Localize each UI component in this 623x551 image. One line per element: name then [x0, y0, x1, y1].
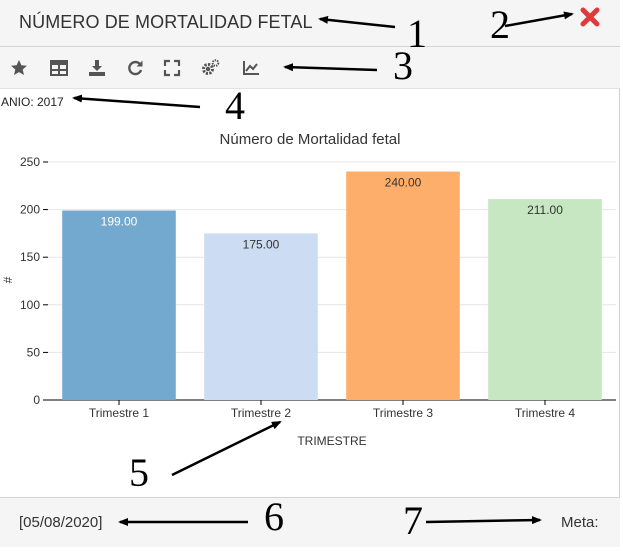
bar: [204, 233, 318, 400]
y-tick-label: 200: [20, 203, 40, 217]
x-tick-label: Trimestre 1: [89, 406, 150, 420]
settings-icon[interactable]: [200, 58, 220, 78]
bar-value-label: 211.00: [527, 203, 563, 217]
y-axis: 0 50 100 150 200 250: [20, 155, 48, 407]
y-tick-label: 250: [20, 155, 40, 169]
widget-footer: [05/08/2020] Meta:: [0, 497, 620, 547]
bar-chart: Número de Mortalidad fetal 0 50 100 150 200 2…: [1, 131, 616, 448]
x-axis: Trimestre 1 Trimestre 2 Trimestre 3 Trimest…: [89, 400, 576, 420]
y-tick-label: 100: [20, 298, 40, 312]
footer-meta-label: Meta:: [561, 514, 599, 531]
window-header: NÚMERO DE MORTALIDAD FETAL: [0, 0, 620, 47]
y-tick-label: 0: [33, 393, 40, 407]
chart-bars: 199.00 175.00 240.00 211.00: [62, 171, 602, 400]
bar: [346, 171, 460, 400]
download-icon[interactable]: [87, 58, 107, 78]
line-chart-icon[interactable]: [241, 58, 261, 78]
fullscreen-icon[interactable]: [162, 58, 182, 78]
x-axis-label: TRIMESTRE: [297, 434, 366, 448]
close-icon[interactable]: [576, 3, 604, 31]
bar-value-label: 175.00: [243, 237, 280, 251]
bar-value-label: 199.00: [101, 215, 138, 229]
y-tick-label: 50: [27, 345, 41, 359]
chart-title: Número de Mortalidad fetal: [220, 131, 401, 148]
x-tick-label: Trimestre 3: [373, 406, 434, 420]
bar: [62, 210, 176, 400]
x-tick-label: Trimestre 4: [515, 406, 576, 420]
footer-date: [05/08/2020]: [19, 514, 103, 531]
bar: [488, 199, 602, 400]
x-tick-label: Trimestre 2: [231, 406, 292, 420]
refresh-icon[interactable]: [125, 58, 145, 78]
star-icon[interactable]: [9, 58, 29, 78]
y-tick-label: 150: [20, 250, 40, 264]
year-filter-label: ANIO: 2017: [1, 95, 64, 109]
window-title: NÚMERO DE MORTALIDAD FETAL: [19, 12, 313, 32]
table-icon[interactable]: [49, 58, 69, 78]
toolbar: [0, 47, 620, 89]
bar-value-label: 240.00: [385, 176, 422, 190]
y-axis-label: #: [1, 276, 15, 283]
